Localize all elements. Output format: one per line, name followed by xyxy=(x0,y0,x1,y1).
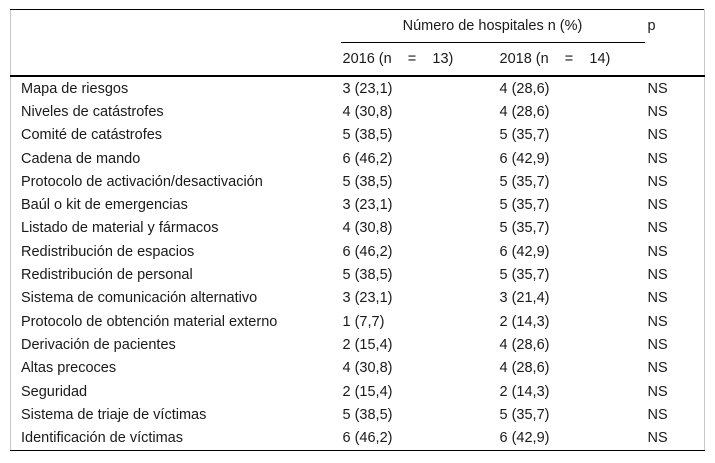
value-2016: 5 (38,5) xyxy=(342,267,393,284)
header-2016-label: 2016 (n = 13) xyxy=(340,42,498,77)
row-label: Niveles de catástrofes xyxy=(21,103,164,120)
value-2016: 2 (15,4) xyxy=(342,336,393,353)
table-row: Listado de material y fármacos 4 (30,8) … xyxy=(11,217,705,240)
row-label: Seguridad xyxy=(21,383,88,400)
value-2016: 2 (15,4) xyxy=(342,383,393,400)
p-value: NS xyxy=(647,80,668,97)
row-label: Altas precoces xyxy=(21,360,117,377)
table-row: Protocolo de obtención material externo … xyxy=(11,310,705,333)
value-2018: 4 (28,6) xyxy=(499,360,550,377)
table-row: Altas precoces 4 (30,8) 4 (28,6) NS xyxy=(11,357,705,380)
value-2018: 6 (42,9) xyxy=(499,150,550,167)
value-2016: 5 (38,5) xyxy=(342,127,393,144)
p-value: NS xyxy=(647,383,668,400)
value-2018: 6 (42,9) xyxy=(499,243,550,260)
value-2018: 2 (14,3) xyxy=(499,383,550,400)
row-label: Redistribución de personal xyxy=(21,267,193,284)
row-label: Redistribución de espacios xyxy=(21,243,195,260)
value-2018: 3 (21,4) xyxy=(499,290,550,307)
value-2018: 6 (42,9) xyxy=(499,430,550,447)
value-2018: 5 (35,7) xyxy=(499,197,550,214)
header-empty-cell xyxy=(11,10,341,43)
value-2016: 5 (38,5) xyxy=(342,173,393,190)
table-row: Protocolo de activación/desactivación 5 … xyxy=(11,170,705,193)
table-row: Identificación de víctimas 6 (46,2) 6 (4… xyxy=(11,426,705,450)
table-row: Niveles de catástrofes 4 (30,8) 4 (28,6)… xyxy=(11,100,705,123)
table-row: Comité de catástrofes 5 (38,5) 5 (35,7) … xyxy=(11,124,705,147)
value-2018: 5 (35,7) xyxy=(499,127,550,144)
p-value: NS xyxy=(647,290,668,307)
table-row: Sistema de triaje de víctimas 5 (38,5) 5… xyxy=(11,403,705,426)
value-2018: 5 (35,7) xyxy=(499,173,550,190)
header-group-row: Número de hospitales n (%) p xyxy=(11,9,705,43)
p-value: NS xyxy=(647,267,668,284)
table-row: Derivación de pacientes 2 (15,4) 4 (28,6… xyxy=(11,333,705,356)
row-label: Protocolo de activación/desactivación xyxy=(21,173,263,190)
value-2016: 1 (7,7) xyxy=(342,313,385,330)
p-value: NS xyxy=(647,127,668,144)
value-2016: 4 (30,8) xyxy=(342,360,393,377)
table-header: Número de hospitales n (%) p 2016 (n = 1… xyxy=(10,9,705,77)
value-2016: 5 (38,5) xyxy=(342,406,393,423)
p-value: NS xyxy=(647,430,668,447)
value-2016: 4 (30,8) xyxy=(342,220,393,237)
row-label: Cadena de mando xyxy=(21,150,141,167)
p-value: NS xyxy=(647,150,668,167)
p-value: NS xyxy=(647,243,668,260)
value-2018: 5 (35,7) xyxy=(499,406,550,423)
row-label: Mapa de riesgos xyxy=(21,80,129,97)
value-2018: 2 (14,3) xyxy=(499,313,550,330)
header-empty-cell xyxy=(10,42,341,77)
header-p-label: p xyxy=(647,18,656,35)
value-2016: 3 (23,1) xyxy=(342,290,393,307)
p-value: NS xyxy=(647,103,668,120)
header-empty-cell xyxy=(644,42,705,77)
value-2016: 3 (23,1) xyxy=(342,80,393,97)
table-row: Mapa de riesgos 3 (23,1) 4 (28,6) NS xyxy=(11,76,705,100)
p-value: NS xyxy=(647,197,668,214)
p-value: NS xyxy=(647,173,668,190)
row-label: Identificación de víctimas xyxy=(21,430,183,447)
p-value: NS xyxy=(647,406,668,423)
row-label: Comité de catástrofes xyxy=(21,127,163,144)
p-value: NS xyxy=(647,360,668,377)
table-row: Seguridad 2 (15,4) 2 (14,3) NS xyxy=(11,380,705,403)
row-label: Sistema de comunicación alternativo xyxy=(21,290,258,307)
value-2016: 4 (30,8) xyxy=(342,103,393,120)
table-row: Redistribución de personal 5 (38,5) 5 (3… xyxy=(11,263,705,286)
row-label: Sistema de triaje de víctimas xyxy=(21,406,207,423)
p-value: NS xyxy=(647,313,668,330)
value-2016: 6 (46,2) xyxy=(342,430,393,447)
value-2018: 5 (35,7) xyxy=(499,267,550,284)
value-2018: 4 (28,6) xyxy=(499,103,550,120)
table-row: Baúl o kit de emergencias 3 (23,1) 5 (35… xyxy=(11,193,705,216)
table-row: Cadena de mando 6 (46,2) 6 (42,9) NS xyxy=(11,147,705,170)
table-body: Mapa de riesgos 3 (23,1) 4 (28,6) NS Niv… xyxy=(11,76,705,450)
value-2018: 4 (28,6) xyxy=(499,80,550,97)
row-label: Derivación de pacientes xyxy=(21,336,176,353)
table-row: Sistema de comunicación alternativo 3 (2… xyxy=(11,287,705,310)
value-2016: 3 (23,1) xyxy=(342,197,393,214)
p-value: NS xyxy=(647,220,668,237)
value-2016: 6 (46,2) xyxy=(342,243,393,260)
value-2016: 6 (46,2) xyxy=(342,150,393,167)
value-2018: 4 (28,6) xyxy=(499,336,550,353)
header-2018-label: 2018 (n = 14) xyxy=(497,42,645,77)
hospitals-table: Número de hospitales n (%) p 2016 (n = 1… xyxy=(10,9,706,451)
table-row: Redistribución de espacios 6 (46,2) 6 (4… xyxy=(11,240,705,263)
row-label: Protocolo de obtención material externo xyxy=(21,313,278,330)
row-label: Baúl o kit de emergencias xyxy=(21,197,188,214)
value-2018: 5 (35,7) xyxy=(499,220,550,237)
header-group-label: Número de hospitales n (%) xyxy=(340,9,645,43)
p-value: NS xyxy=(647,336,668,353)
row-label: Listado de material y fármacos xyxy=(21,220,219,237)
header-sub-row: 2016 (n = 13) 2018 (n = 14) xyxy=(10,42,705,77)
